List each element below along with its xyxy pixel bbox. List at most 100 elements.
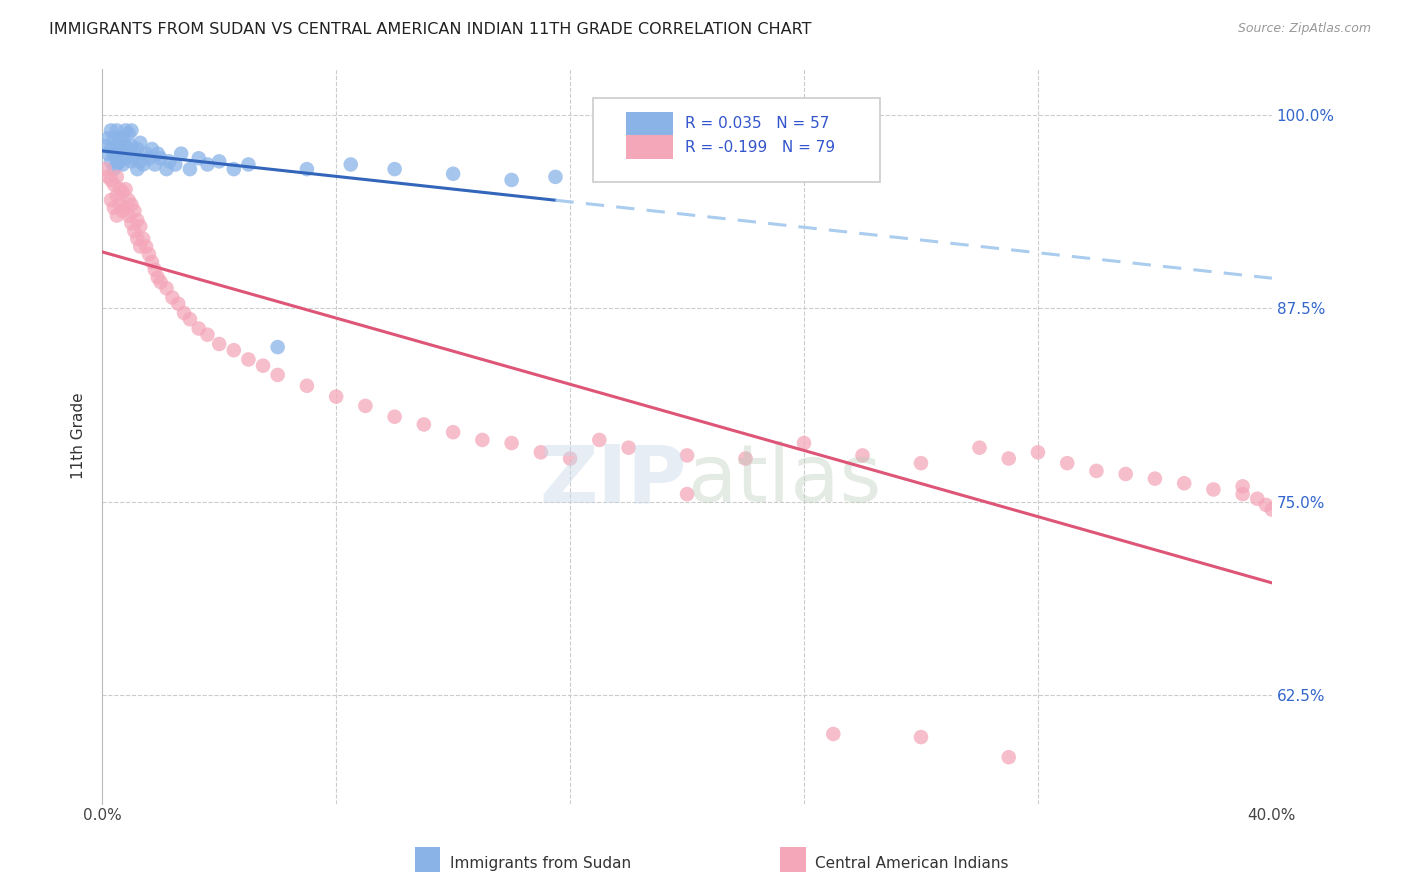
Point: [124, 146, 146, 161]
Point: [354, 399, 377, 413]
Point: [132, 157, 155, 171]
Point: [143, 262, 166, 277]
Point: [138, 247, 160, 261]
Point: [127, 142, 149, 156]
Point: [94, 162, 117, 177]
Point: [120, 154, 142, 169]
Point: [146, 146, 169, 161]
Point: [103, 162, 125, 177]
Text: R = -0.199   N = 79: R = -0.199 N = 79: [685, 140, 835, 154]
Point: [187, 151, 209, 165]
Text: R = 0.035   N = 57: R = 0.035 N = 57: [685, 116, 830, 131]
Point: [997, 451, 1019, 466]
Point: [120, 139, 142, 153]
Point: [238, 157, 260, 171]
Point: [108, 131, 131, 145]
Point: [129, 219, 152, 234]
Point: [108, 182, 131, 196]
Point: [103, 178, 125, 192]
Point: [384, 162, 406, 177]
Point: [252, 359, 274, 373]
Point: [149, 151, 172, 165]
Point: [910, 456, 932, 470]
Point: [295, 162, 318, 177]
Point: [325, 390, 347, 404]
Text: Central American Indians: Central American Indians: [815, 856, 1010, 871]
Point: [676, 449, 699, 463]
Point: [105, 188, 128, 202]
Point: [441, 167, 464, 181]
Text: atlas: atlas: [688, 442, 882, 519]
Point: [197, 157, 219, 171]
Point: [851, 449, 873, 463]
Point: [114, 123, 136, 137]
Point: [501, 173, 523, 187]
Point: [146, 270, 169, 285]
Point: [129, 239, 152, 253]
Point: [120, 123, 142, 137]
Point: [97, 131, 120, 145]
Point: [441, 425, 464, 440]
Point: [103, 131, 125, 145]
Point: [558, 451, 581, 466]
Point: [295, 378, 318, 392]
Point: [100, 193, 122, 207]
Bar: [626, 136, 673, 159]
Text: ZIP: ZIP: [540, 442, 688, 519]
Point: [127, 213, 149, 227]
Point: [384, 409, 406, 424]
Point: [1202, 483, 1225, 497]
Point: [141, 255, 163, 269]
Point: [197, 327, 219, 342]
Point: [120, 216, 142, 230]
Point: [1173, 476, 1195, 491]
Point: [117, 209, 139, 223]
Point: [124, 203, 146, 218]
Point: [138, 151, 160, 165]
Point: [127, 162, 149, 177]
Point: [100, 123, 122, 137]
Point: [97, 169, 120, 184]
Point: [173, 306, 195, 320]
Point: [114, 201, 136, 215]
Point: [997, 750, 1019, 764]
Point: [105, 151, 128, 165]
Point: [117, 142, 139, 156]
Point: [97, 146, 120, 161]
Point: [117, 193, 139, 207]
Point: [1261, 502, 1284, 516]
Point: [105, 157, 128, 171]
Point: [159, 154, 181, 169]
Point: [124, 151, 146, 165]
Point: [135, 239, 157, 253]
Point: [1026, 445, 1049, 459]
Point: [1246, 491, 1268, 506]
Point: [108, 142, 131, 156]
Point: [179, 312, 201, 326]
Point: [105, 139, 128, 153]
Point: [676, 487, 699, 501]
Point: [165, 157, 187, 171]
FancyBboxPatch shape: [593, 98, 880, 183]
Point: [222, 162, 245, 177]
Point: [135, 146, 157, 161]
Point: [114, 139, 136, 153]
Point: [120, 197, 142, 211]
Point: [1056, 456, 1078, 470]
Point: [141, 142, 163, 156]
Point: [105, 169, 128, 184]
Point: [108, 197, 131, 211]
Point: [266, 368, 288, 382]
Point: [105, 209, 128, 223]
Point: [132, 232, 155, 246]
Point: [111, 131, 134, 145]
Point: [208, 154, 231, 169]
Point: [1232, 487, 1254, 501]
Point: [339, 157, 361, 171]
Point: [734, 451, 756, 466]
Point: [111, 186, 134, 200]
Point: [129, 154, 152, 169]
Point: [100, 142, 122, 156]
Point: [111, 203, 134, 218]
Point: [162, 291, 184, 305]
